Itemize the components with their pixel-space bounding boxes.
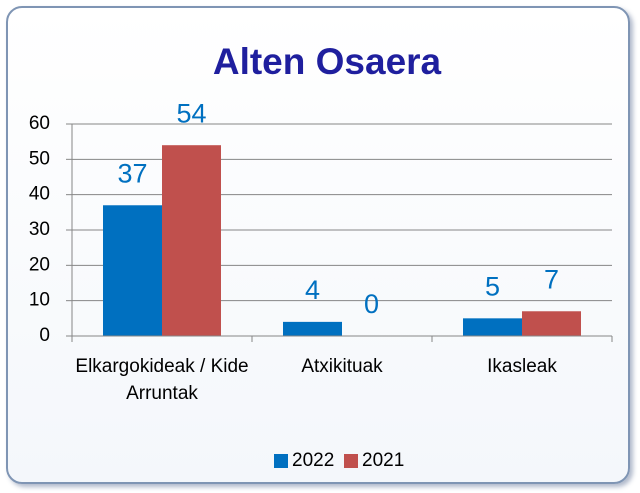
data-label: 0	[364, 289, 379, 319]
legend-label: 2022	[292, 450, 334, 471]
y-tick-label: 10	[29, 290, 50, 311]
y-tick-label: 60	[29, 113, 50, 134]
bar	[463, 318, 522, 336]
data-label: 54	[176, 98, 206, 128]
data-label: 5	[485, 271, 500, 301]
legend-swatch	[344, 454, 358, 468]
data-label: 4	[305, 275, 320, 305]
y-tick-label: 30	[29, 219, 50, 240]
chart-title: Alten Osaera	[213, 41, 442, 82]
legend-label: 2021	[362, 450, 404, 471]
bar	[522, 311, 581, 336]
y-tick-label: 0	[39, 325, 50, 346]
bar	[103, 205, 162, 336]
bar	[283, 321, 342, 336]
x-tick-label: Ikasleak	[487, 356, 557, 377]
data-label: 37	[117, 158, 147, 188]
y-tick-label: 40	[29, 184, 50, 205]
y-tick-label: 20	[29, 254, 50, 275]
legend-swatch	[274, 454, 288, 468]
x-tick-label: Atxikituak	[301, 356, 383, 377]
data-label: 7	[544, 264, 559, 294]
y-tick-label: 50	[29, 148, 50, 169]
bar	[162, 145, 221, 336]
x-tick-label: Elkargokideak / Kide Arruntak	[75, 356, 249, 404]
